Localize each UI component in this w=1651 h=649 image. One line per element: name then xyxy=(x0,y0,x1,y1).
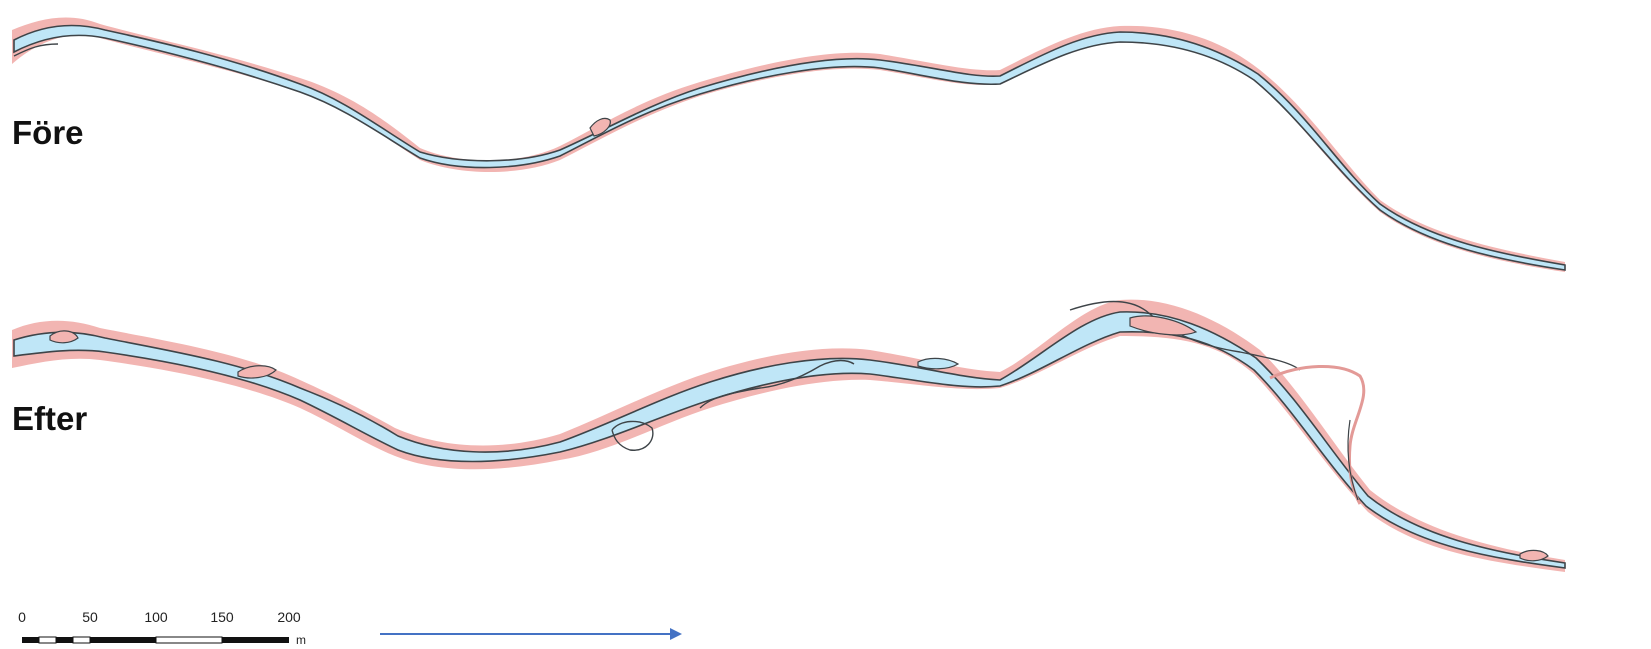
scale-tick-200: 200 xyxy=(277,609,301,625)
pond-after xyxy=(917,357,960,370)
scale-segment-2 xyxy=(38,636,57,644)
water-channel-after xyxy=(13,311,1566,569)
scale-segment-1 xyxy=(22,637,39,643)
island-after-2 xyxy=(49,330,79,344)
island-after-1 xyxy=(237,365,277,379)
scale-tick-150: 150 xyxy=(210,609,234,625)
scale-segment-3 xyxy=(56,637,73,643)
label-after: Efter xyxy=(12,400,88,437)
side-channel-before xyxy=(13,43,59,57)
river-before xyxy=(12,17,1566,272)
river-after xyxy=(12,299,1566,572)
scale-unit: m xyxy=(296,633,306,647)
side-channel-after-2-outline xyxy=(1347,419,1359,501)
bank-area-before xyxy=(12,17,1565,272)
island-after-3 xyxy=(1519,549,1549,562)
scale-segment-4 xyxy=(72,636,91,644)
oxbow-after xyxy=(611,420,654,451)
scale-bar: 0 50 100 150 200 m xyxy=(18,609,306,647)
scale-tick-0: 0 xyxy=(18,609,26,625)
scale-segment-5 xyxy=(90,637,156,643)
scale-tick-50: 50 xyxy=(82,609,98,625)
water-channel-before xyxy=(13,24,1566,271)
island-before xyxy=(589,117,611,137)
scale-segment-6 xyxy=(155,636,223,644)
scale-tick-100: 100 xyxy=(144,609,168,625)
scale-segment-7 xyxy=(222,637,289,643)
side-channel-after-3 xyxy=(699,359,855,409)
island-after-4 xyxy=(1129,315,1198,336)
label-before: Före xyxy=(12,114,84,151)
bank-area-after xyxy=(12,299,1565,572)
